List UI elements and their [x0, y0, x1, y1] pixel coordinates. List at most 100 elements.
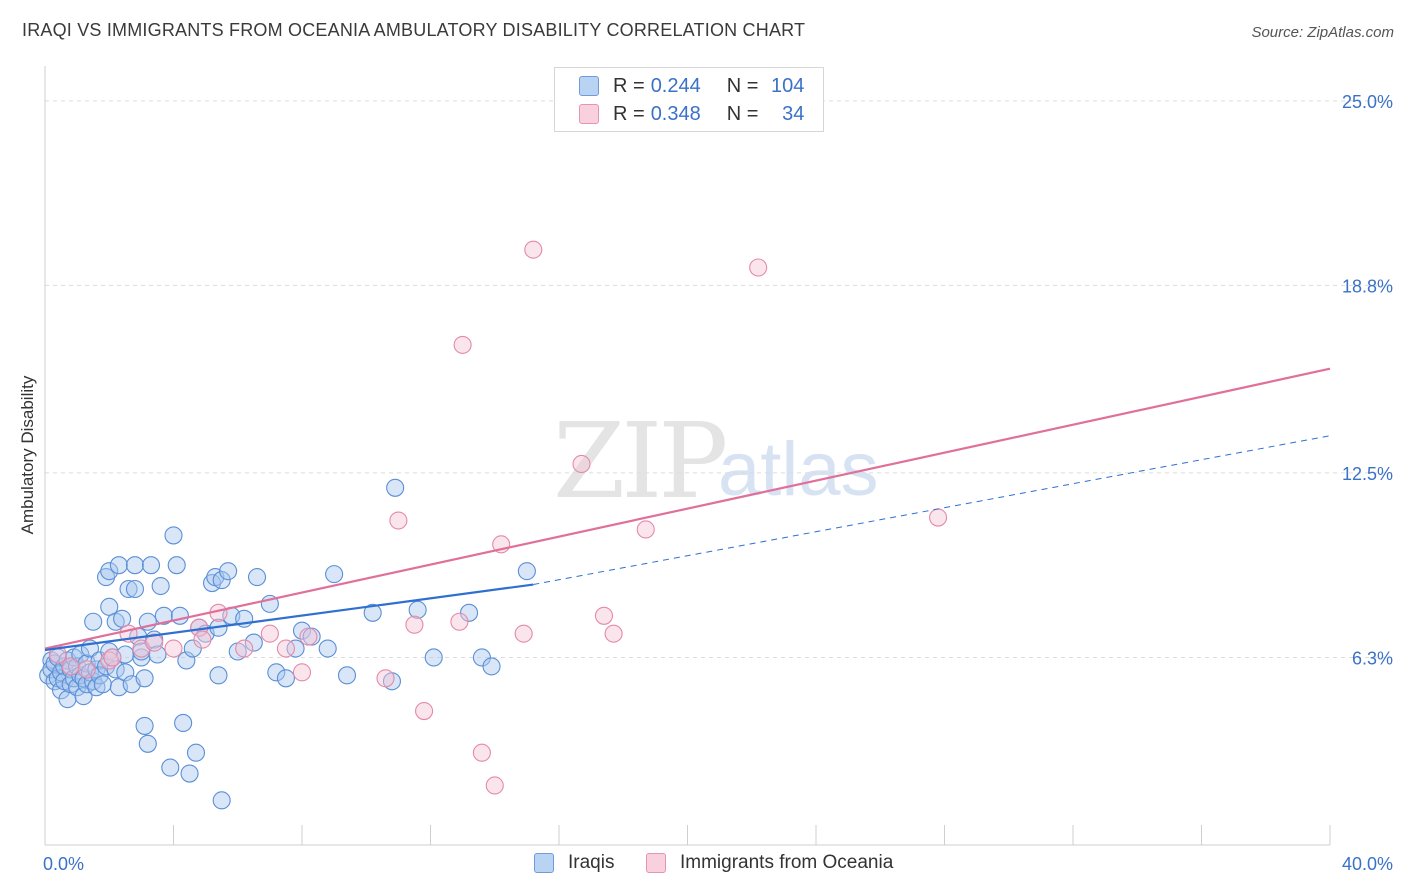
oceania-point	[485, 776, 504, 795]
iraqi-point	[141, 556, 161, 575]
iraqi-point	[408, 600, 427, 619]
oceania-point	[276, 639, 295, 658]
n-label: N =	[726, 74, 759, 97]
x-tick-label: 0.0%	[43, 854, 84, 874]
oceania-point	[749, 258, 768, 277]
source-label: Source: ZipAtlas.com	[1251, 24, 1394, 41]
iraqi-point	[219, 562, 238, 581]
oceania-point	[77, 660, 96, 679]
iraqi-point	[93, 675, 112, 694]
iraqi-point	[276, 669, 295, 688]
oceania-point	[61, 657, 80, 676]
iraqi-point	[113, 609, 132, 628]
iraqi-trend-extension	[533, 435, 1331, 586]
stats-legend-row-iraqis: R = 0.244 N = 104	[579, 73, 804, 99]
oceania-point	[524, 240, 543, 259]
iraqi-point	[318, 639, 337, 658]
series-legend: Iraqis Immigrants from Oceania	[0, 852, 1406, 878]
iraqi-point	[151, 576, 170, 596]
r-value: 0.244	[650, 74, 701, 97]
iraqi-point	[386, 478, 405, 497]
y-tick-label: 12.5%	[1342, 464, 1393, 484]
iraqi-point	[174, 713, 193, 733]
iraqi-point	[116, 663, 135, 682]
iraqi-point	[74, 687, 93, 706]
iraqi-point	[109, 556, 128, 575]
oceania-point	[572, 454, 591, 474]
watermark-zip: ZIP	[553, 400, 728, 522]
iraqi-point	[100, 562, 119, 581]
iraqi-point	[337, 666, 357, 685]
iraqi-point	[517, 562, 536, 581]
oceania-point	[450, 612, 469, 631]
oceania-point	[164, 639, 183, 658]
oceania-point	[193, 630, 212, 649]
oceania-point	[292, 663, 312, 682]
iraqi-point	[100, 597, 119, 616]
iraqi-point	[212, 571, 231, 590]
oceania-point	[594, 606, 614, 625]
iraqi-trend-line	[44, 583, 534, 652]
oceania-swatch-icon	[579, 104, 599, 124]
iraqi-point	[212, 791, 231, 810]
iraqi-point	[125, 556, 144, 575]
oceania-point	[514, 624, 533, 643]
oceania-point	[453, 335, 472, 354]
y-tick-label: 18.8%	[1342, 276, 1393, 296]
oceania-point	[376, 669, 395, 688]
stats-legend-row-oceania: R = 0.348 N = 34	[579, 101, 804, 127]
iraqi-point	[247, 568, 267, 587]
stats-legend: R = 0.244 N = 104 R = 0.348 N = 34	[554, 67, 824, 132]
iraqi-point	[170, 606, 189, 625]
iraqi-point	[286, 639, 305, 658]
iraqi-point	[135, 669, 154, 688]
oceania-point	[636, 520, 655, 539]
iraqis-legend-swatch-icon	[534, 853, 554, 873]
iraqi-point	[244, 633, 263, 652]
oceania-point	[260, 624, 279, 643]
oceania-point	[472, 743, 491, 762]
oceania-point	[405, 615, 424, 634]
r-label: R =	[613, 74, 645, 97]
iraqi-point	[267, 663, 286, 682]
n-value: 34	[782, 102, 805, 125]
iraqi-point	[135, 716, 154, 735]
legend-item-oceania[interactable]: Immigrants from Oceania	[646, 852, 893, 874]
iraqi-point	[148, 645, 167, 664]
oceania-point	[604, 624, 623, 643]
x-tick-label: 40.0%	[1342, 854, 1393, 874]
chart-title: IRAQI VS IMMIGRANTS FROM OCEANIA AMBULAT…	[22, 20, 806, 40]
iraqi-point	[119, 579, 138, 599]
oceania-point	[299, 627, 318, 646]
legend-label-oceania: Immigrants from Oceania	[680, 852, 894, 873]
legend-label-iraqis: Iraqis	[568, 852, 615, 873]
r-value: 0.348	[650, 102, 701, 125]
oceania-point	[100, 651, 119, 670]
oceania-point	[103, 648, 122, 667]
y-tick-label: 6.3%	[1352, 648, 1393, 668]
iraqi-point	[482, 657, 501, 676]
iraqi-point	[209, 666, 228, 685]
iraqi-point	[154, 606, 173, 625]
oceania-point	[389, 511, 408, 530]
oceania-point	[929, 508, 948, 527]
oceania-trend-line	[44, 367, 1331, 650]
r-label: R =	[613, 102, 645, 125]
iraqi-point	[138, 734, 157, 753]
iraqi-point	[186, 743, 206, 762]
iraqi-point	[161, 758, 180, 777]
iraqi-point	[363, 603, 382, 622]
iraqi-point	[177, 651, 196, 670]
oceania-point	[145, 633, 164, 652]
iraqi-point	[164, 526, 183, 545]
n-label: N =	[726, 102, 759, 125]
iraqis-swatch-icon	[579, 76, 599, 96]
iraqi-point	[180, 764, 199, 783]
iraqi-point	[167, 556, 186, 575]
iraqi-point	[325, 565, 344, 584]
iraqi-point	[84, 612, 103, 631]
iraqi-point	[424, 648, 443, 667]
legend-item-iraqis[interactable]: Iraqis	[534, 852, 614, 874]
oceania-point	[415, 701, 434, 721]
